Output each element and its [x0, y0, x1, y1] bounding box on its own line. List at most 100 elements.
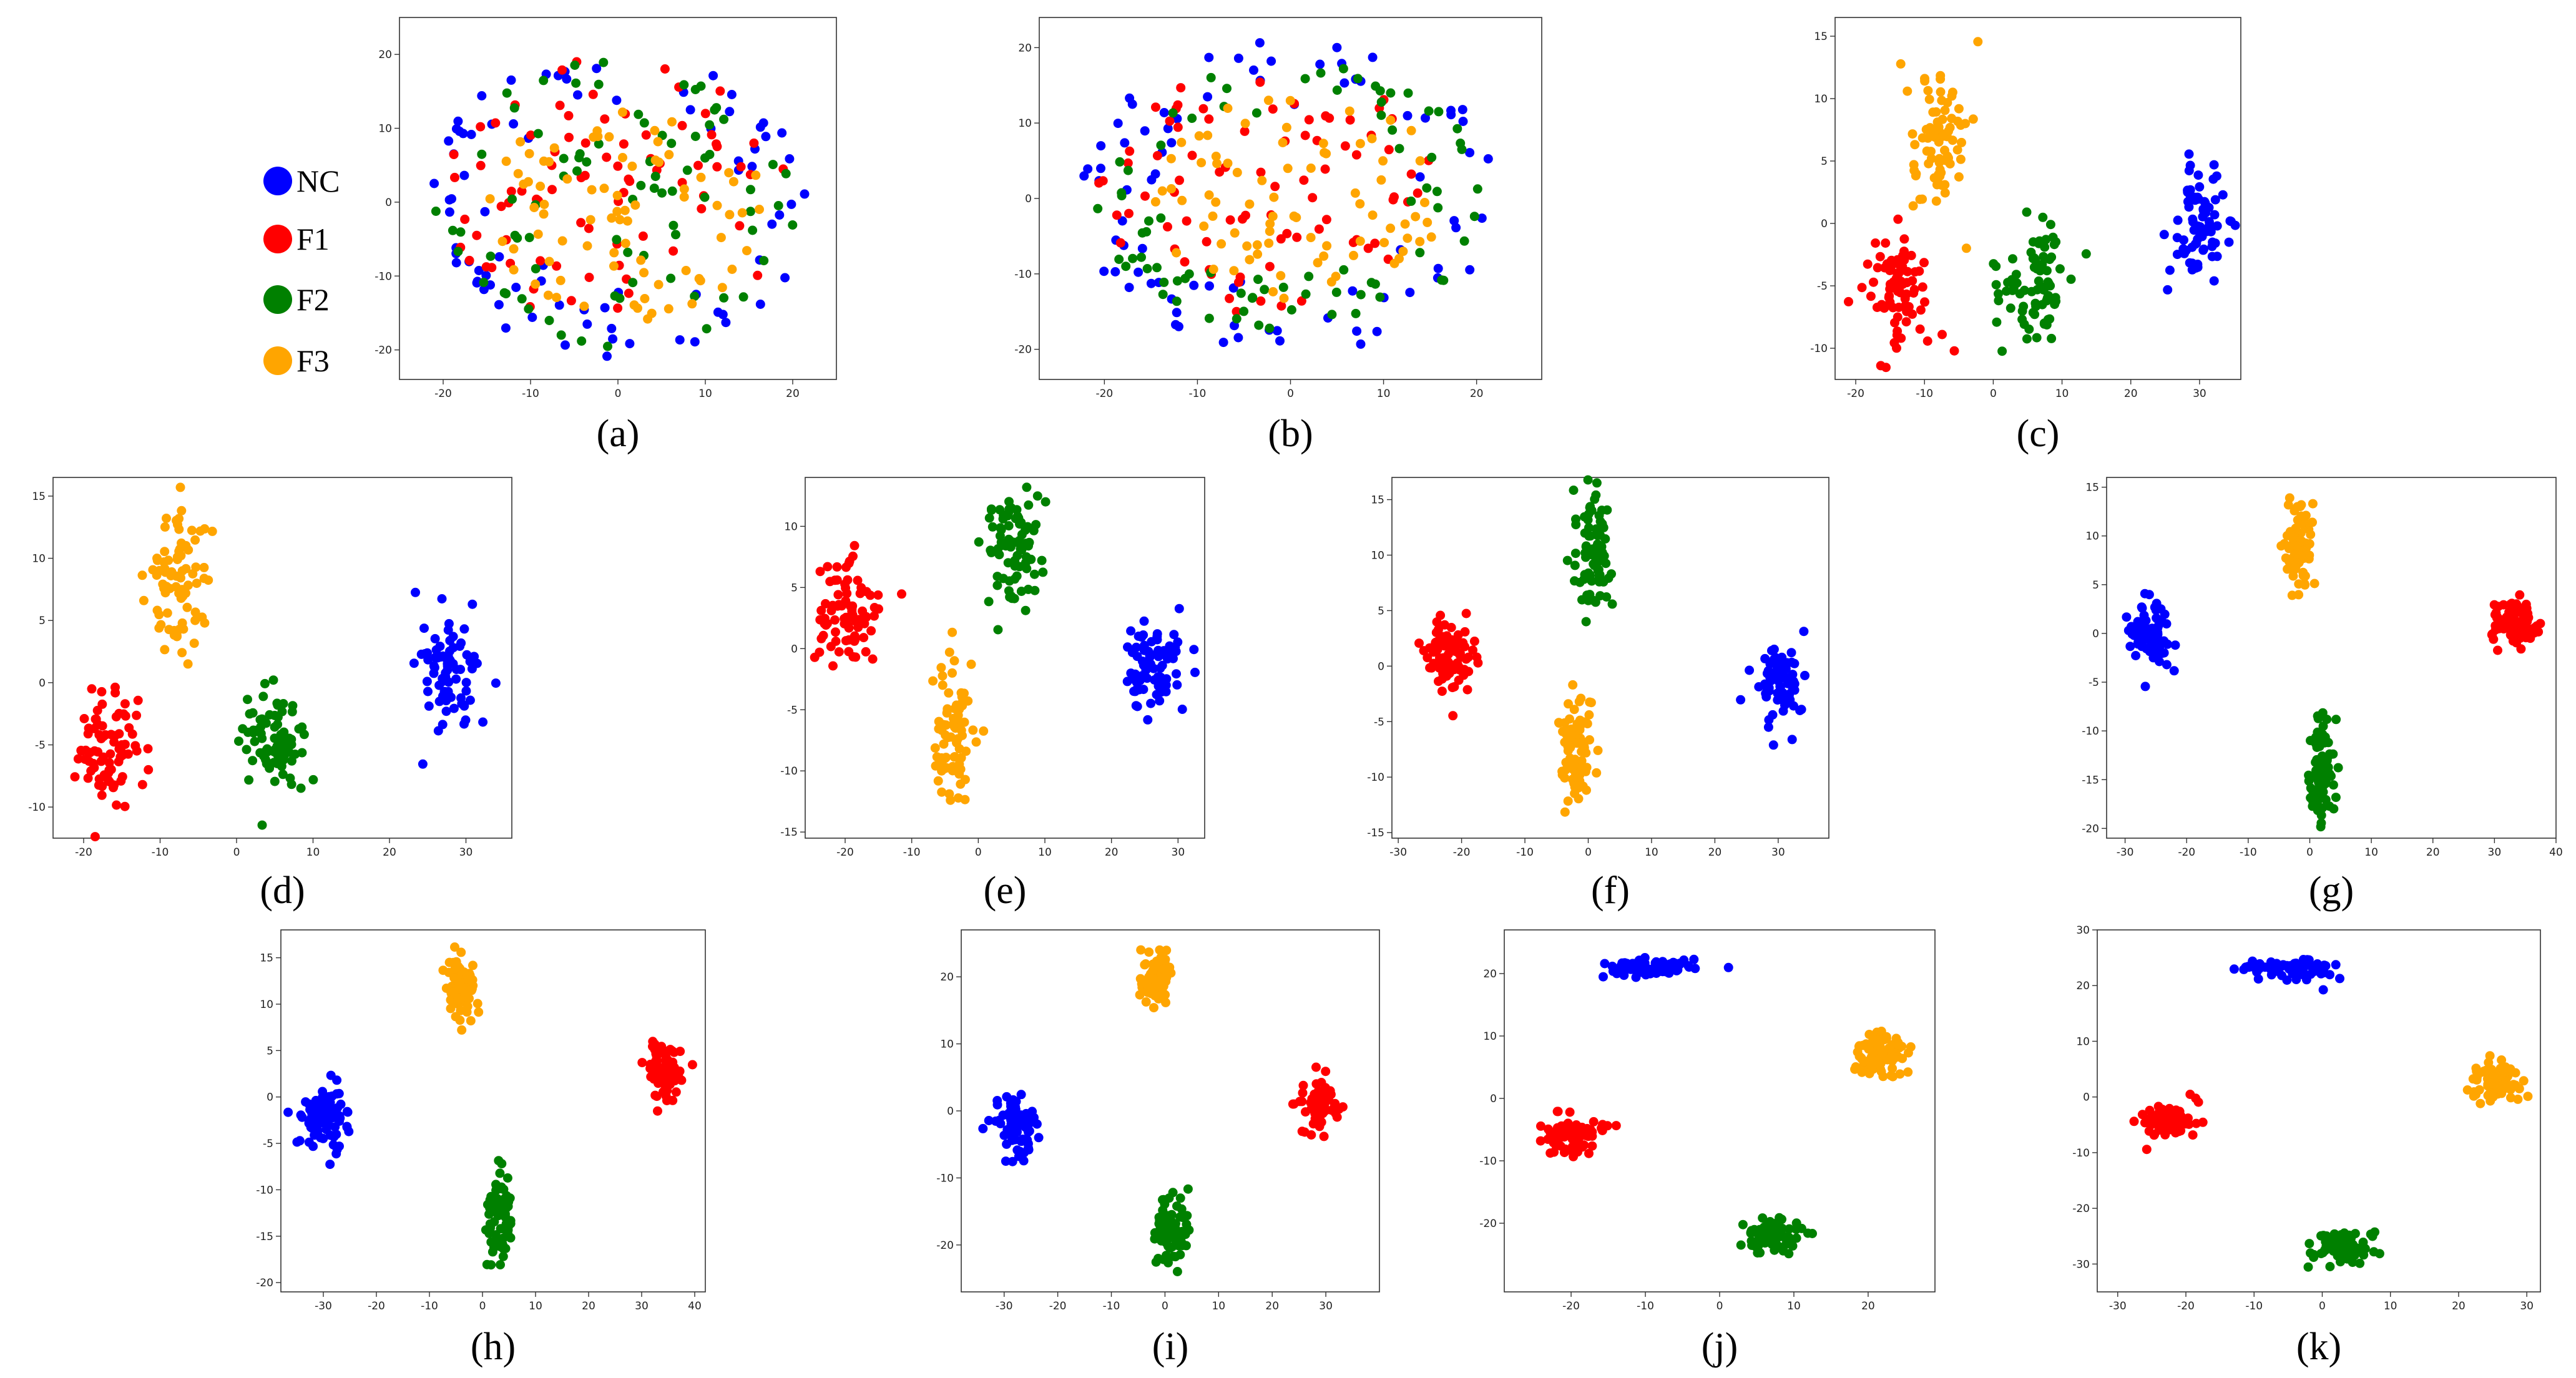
scatter-point: [277, 761, 286, 771]
scatter-point: [1949, 346, 1959, 356]
scatter-point: [438, 965, 448, 975]
y-tick-label: 5: [2092, 579, 2099, 592]
scatter-point: [652, 1051, 662, 1061]
series-f3: [1896, 37, 1983, 253]
scatter-point: [1926, 147, 1936, 157]
scatter-point: [1157, 660, 1167, 670]
scatter-point: [1316, 1095, 1326, 1105]
x-tick-label: 40: [688, 1300, 702, 1312]
scatter-point: [1176, 83, 1186, 93]
scatter-point: [2316, 1249, 2326, 1259]
scatter-point: [748, 225, 758, 235]
scatter-point: [509, 103, 519, 113]
scatter-point: [1896, 288, 1906, 298]
scatter-point: [1285, 95, 1295, 105]
y-tick-label: 10: [1018, 117, 1032, 130]
scatter-point: [1568, 680, 1578, 690]
scatter-point: [285, 773, 295, 783]
scatter-point: [1560, 765, 1570, 775]
scatter-point: [1746, 1228, 1756, 1238]
scatter-point: [301, 1097, 311, 1107]
scatter-point: [667, 139, 677, 149]
scatter-point: [278, 770, 288, 779]
x-tick-label: -20: [1562, 1300, 1580, 1312]
scatter-point: [999, 1130, 1009, 1140]
scatter-point: [1895, 1069, 1905, 1079]
scatter-point: [1378, 156, 1388, 166]
scatter-point: [607, 213, 617, 223]
scatter-point: [1349, 250, 1358, 260]
scatter-point: [162, 608, 172, 618]
legend-label-f3: F3: [296, 343, 330, 378]
scatter-point: [450, 172, 459, 182]
scatter-point: [1289, 211, 1299, 221]
scatter-point: [992, 572, 1002, 582]
panel-label: (d): [260, 869, 305, 912]
scatter-point: [1175, 1212, 1185, 1222]
scatter-point: [472, 658, 482, 668]
scatter-point: [1232, 314, 1241, 324]
scatter-point: [608, 334, 618, 344]
series-f3: [1135, 945, 1176, 1013]
scatter-point: [1640, 962, 1650, 972]
scatter-point: [559, 154, 569, 164]
scatter-point: [594, 79, 604, 89]
scatter-point: [1952, 145, 1962, 155]
scatter-point: [1601, 559, 1611, 569]
scatter-point: [1587, 1141, 1597, 1151]
scatter-point: [1434, 663, 1444, 673]
y-tick-label: -5: [1817, 280, 1828, 293]
scatter-point: [1876, 1027, 1886, 1036]
scatter-point: [1947, 87, 1957, 97]
scatter-point: [1585, 502, 1595, 512]
y-tick-label: 0: [385, 197, 392, 209]
scatter-point: [448, 643, 458, 653]
scatter-point: [675, 335, 685, 345]
scatter-point: [2331, 793, 2341, 803]
scatter-point: [2501, 1083, 2511, 1093]
scatter-point: [495, 1168, 505, 1178]
scatter-point: [2165, 265, 2175, 275]
scatter-point: [1892, 330, 1902, 340]
scatter-point: [112, 800, 122, 810]
scatter-point: [1150, 990, 1160, 1000]
scatter-point: [2150, 644, 2160, 654]
scatter-point: [2336, 1230, 2346, 1239]
scatter-point: [622, 216, 632, 226]
scatter-point: [1240, 126, 1250, 136]
scatter-point: [944, 647, 954, 657]
x-tick-label: 10: [1787, 1300, 1801, 1312]
scatter-point: [725, 107, 735, 117]
scatter-point: [2307, 785, 2317, 794]
scatter-point: [657, 188, 667, 198]
scatter-point: [1223, 159, 1233, 169]
scatter-point: [2210, 195, 2220, 205]
scatter-point: [1278, 138, 1288, 147]
scatter-point: [270, 722, 280, 732]
scatter-point: [1175, 175, 1184, 185]
scatter-point: [491, 678, 501, 688]
scatter-point: [199, 574, 209, 584]
scatter-point: [1915, 324, 1925, 334]
scatter-point: [664, 1080, 673, 1090]
scatter-point: [670, 1076, 680, 1086]
scatter-point: [1920, 297, 1929, 307]
scatter-point: [509, 119, 519, 129]
scatter-point: [2328, 780, 2338, 790]
scatter-point: [1306, 164, 1316, 173]
scatter-point: [1125, 146, 1135, 156]
scatter-point: [481, 262, 491, 272]
scatter-point: [956, 765, 966, 774]
scatter-point: [2314, 775, 2324, 785]
panel-label: (i): [1152, 1326, 1189, 1368]
scatter-point: [1457, 144, 1467, 154]
scatter-point: [529, 203, 539, 212]
scatter-point: [2318, 985, 2328, 995]
scatter-point: [2208, 174, 2218, 184]
scatter-point: [296, 783, 306, 793]
scatter-point: [1029, 569, 1039, 579]
scatter-point: [97, 790, 107, 800]
scatter-point: [1306, 1130, 1316, 1140]
scatter-point: [937, 766, 947, 776]
scatter-point: [992, 580, 1002, 590]
